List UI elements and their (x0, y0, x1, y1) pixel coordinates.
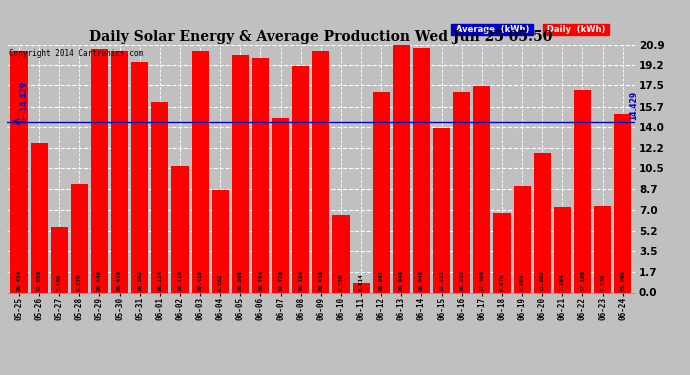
Bar (574, 90, 591, 292)
Text: 20.940: 20.940 (399, 270, 404, 291)
Text: Average  (kWh): Average (kWh) (453, 25, 532, 34)
Bar (554, 207, 571, 292)
Bar (533, 153, 551, 292)
Bar (30, 142, 48, 292)
Text: Copyright 2014 Cartronics.com: Copyright 2014 Cartronics.com (9, 48, 143, 57)
Text: 12.656: 12.656 (37, 270, 41, 291)
Text: 14.728: 14.728 (278, 270, 283, 291)
Text: 11.802: 11.802 (540, 270, 544, 291)
Text: 20.410: 20.410 (117, 270, 122, 291)
Text: 6.550: 6.550 (339, 273, 344, 291)
Text: 19.784: 19.784 (258, 270, 263, 291)
Bar (71, 184, 88, 292)
Title: Daily Solar Energy & Average Production Wed Jun 25 05:50: Daily Solar Energy & Average Production … (89, 30, 553, 44)
Bar (111, 51, 128, 292)
Text: 0.814: 0.814 (359, 273, 364, 291)
Bar (313, 51, 329, 292)
Text: 20.410: 20.410 (197, 270, 203, 291)
Bar (433, 128, 450, 292)
Bar (212, 190, 229, 292)
Text: 19.104: 19.104 (298, 270, 303, 291)
Bar (393, 45, 410, 292)
Text: 17.460: 17.460 (480, 270, 484, 291)
Text: 16.114: 16.114 (157, 270, 162, 291)
Bar (493, 213, 511, 292)
Bar (373, 92, 390, 292)
Bar (192, 51, 208, 292)
Text: 20.540: 20.540 (97, 270, 102, 291)
Text: 20.640: 20.640 (419, 270, 424, 291)
Bar (232, 55, 249, 292)
Bar (513, 186, 531, 292)
Bar (333, 215, 350, 292)
Bar (131, 62, 148, 292)
Text: 7.184: 7.184 (560, 273, 565, 291)
Bar (453, 92, 471, 292)
Bar (292, 66, 309, 292)
Bar (10, 51, 28, 292)
Text: 17.108: 17.108 (580, 270, 585, 291)
Text: 9.176: 9.176 (77, 273, 82, 291)
Text: Daily  (kWh): Daily (kWh) (544, 25, 608, 34)
Text: 15.096: 15.096 (620, 270, 625, 291)
Text: 5.506: 5.506 (57, 273, 61, 291)
Bar (413, 48, 430, 292)
Bar (272, 118, 289, 292)
Bar (171, 166, 188, 292)
Text: 16.932: 16.932 (460, 270, 464, 291)
Bar (594, 206, 611, 292)
Bar (91, 49, 108, 292)
Bar (151, 102, 168, 292)
Bar (473, 86, 491, 292)
Bar (252, 58, 269, 292)
Bar (353, 283, 370, 292)
Text: 7.336: 7.336 (600, 273, 605, 291)
Text: 19.502: 19.502 (137, 270, 142, 291)
Bar (50, 227, 68, 292)
Text: 9.004: 9.004 (520, 273, 524, 291)
Text: ← 14.429: ← 14.429 (20, 82, 29, 120)
Text: 20.066: 20.066 (238, 270, 243, 291)
Text: 20.434: 20.434 (17, 270, 21, 291)
Text: 8.682: 8.682 (218, 273, 223, 291)
Text: 13.912: 13.912 (439, 270, 444, 291)
Text: 10.718: 10.718 (177, 270, 182, 291)
Text: 14.429: 14.429 (629, 92, 638, 120)
Text: 16.942: 16.942 (379, 270, 384, 291)
Bar (614, 114, 631, 292)
Text: 6.676: 6.676 (500, 273, 504, 291)
Text: 20.416: 20.416 (318, 270, 324, 291)
